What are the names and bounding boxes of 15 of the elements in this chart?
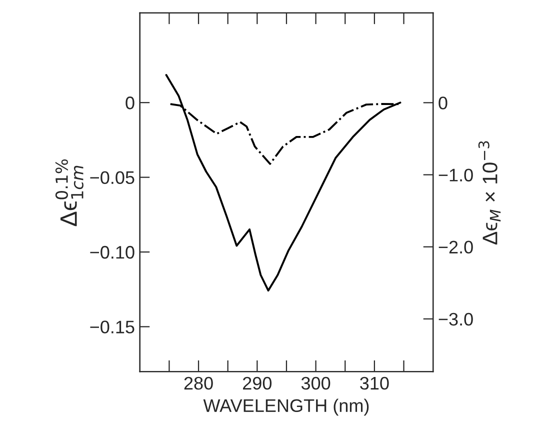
y2-axis-title: Δϵ$_{M}$ × 10$^{−3}$ — [478, 141, 501, 245]
y-tick-label: −0.15 — [90, 320, 134, 334]
x-tick-label: 300 — [301, 376, 330, 390]
y-tick-label: 0 — [126, 96, 134, 110]
x-axis-title: WAVELENGTH (nm) — [203, 398, 369, 416]
y2-tick-label: 0 — [438, 96, 448, 110]
x-tick-label: 310 — [360, 376, 389, 390]
x-tick-label: 280 — [184, 376, 213, 390]
y2-tick-label: −3.0 — [438, 312, 473, 326]
y-tick-label: −0.10 — [90, 246, 134, 259]
x-tick-label: 290 — [243, 376, 272, 390]
y-tick-label: −0.05 — [90, 171, 134, 184]
y2-tick-label: −2.0 — [438, 240, 473, 254]
y2-tick-label: −1.0 — [438, 168, 473, 182]
y-axis-title: Δϵ$^{0.1%}$$_{1cm}$ — [55, 159, 84, 226]
